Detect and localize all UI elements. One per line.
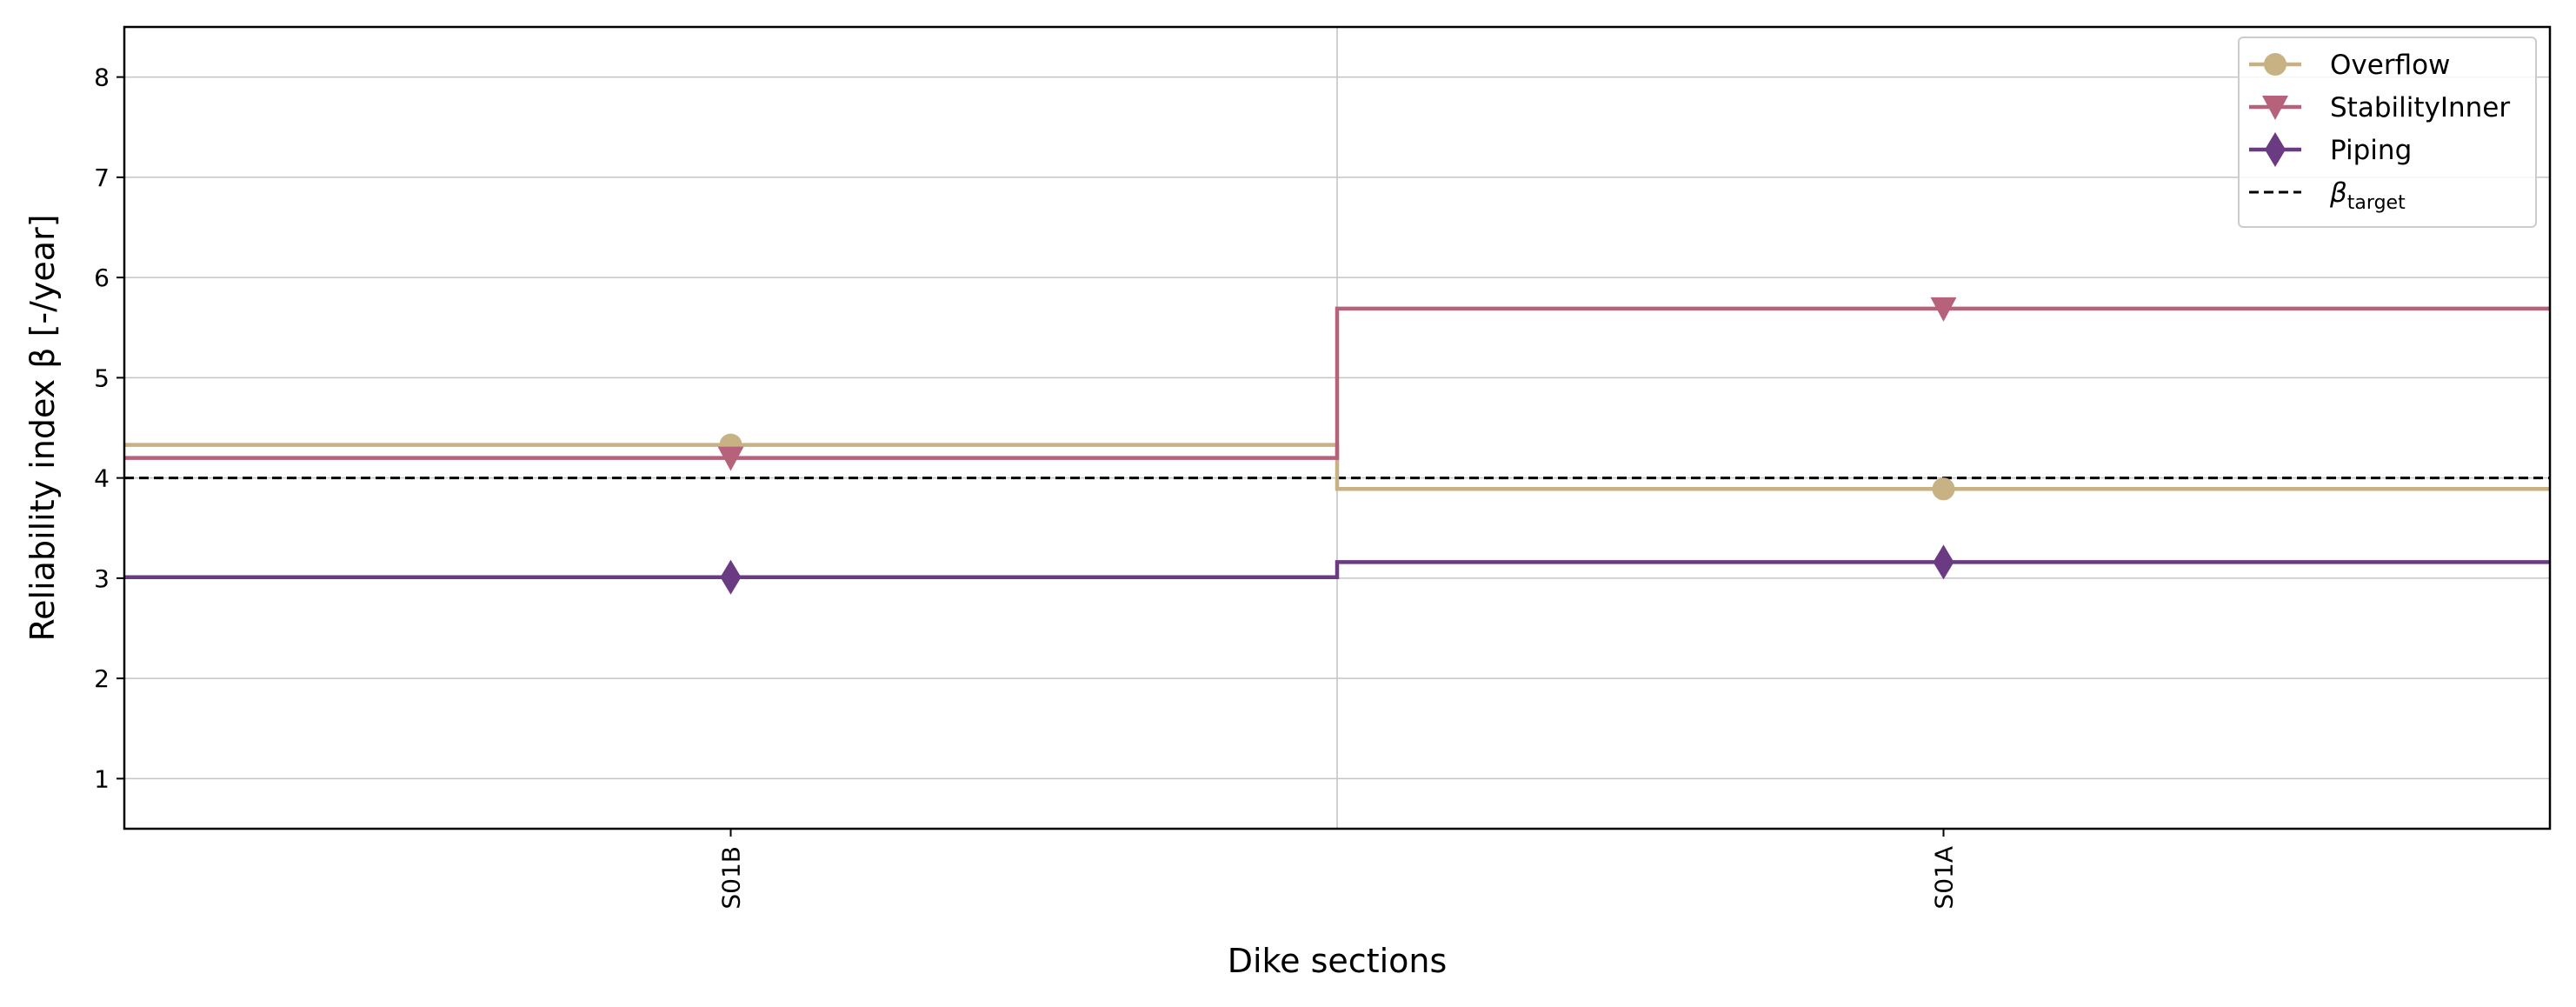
legend-label-reference-symbol: β [2329,177,2347,209]
plot-area-frame [123,25,2552,830]
y-axis-ticks: 1 2 3 4 5 6 7 8 [94,63,124,793]
y-tick-label: 4 [94,464,110,493]
x-tick-label: S01A [1930,846,1959,910]
y-tick-label: 8 [94,63,110,92]
y-tick-label: 5 [94,363,110,392]
y-axis-title: Reliability index β [-/year] [23,214,62,641]
y-tick-label: 7 [94,163,110,192]
data-point-piping [1933,544,1954,580]
data-point-piping [720,559,742,595]
series-line-piping [124,560,2550,579]
legend: Overflow StabilityInner Piping βtarget [2238,37,2537,228]
y-tick-label: 3 [94,564,110,593]
data-point-stabilityinner [1930,297,1957,322]
legend-label-overflow: Overflow [2330,50,2450,81]
legend-label-reference: βtarget [2329,177,2406,214]
y-tick-label: 2 [94,664,110,693]
y-tick-label: 1 [94,764,110,793]
legend-label-piping: Piping [2330,135,2412,166]
legend-box [2238,37,2537,228]
x-tick-label: S01B [717,846,746,910]
legend-marker-stabilityinner [2262,96,2288,120]
x-axis-ticks: S01B S01A [717,829,1959,910]
data-point-stabilityinner [717,446,744,471]
legend-label-stabilityinner: StabilityInner [2330,92,2510,123]
legend-label-reference-subscript: target [2347,192,2406,214]
data-point-overflow [1932,477,1955,501]
x-axis-title: Dike sections [1228,942,1448,980]
series-layer [124,297,2550,595]
legend-marker-overflow [2264,53,2286,76]
series-line-stabilityinner [124,306,2550,460]
y-tick-label: 6 [94,263,110,292]
legend-marker-piping [2265,132,2286,167]
